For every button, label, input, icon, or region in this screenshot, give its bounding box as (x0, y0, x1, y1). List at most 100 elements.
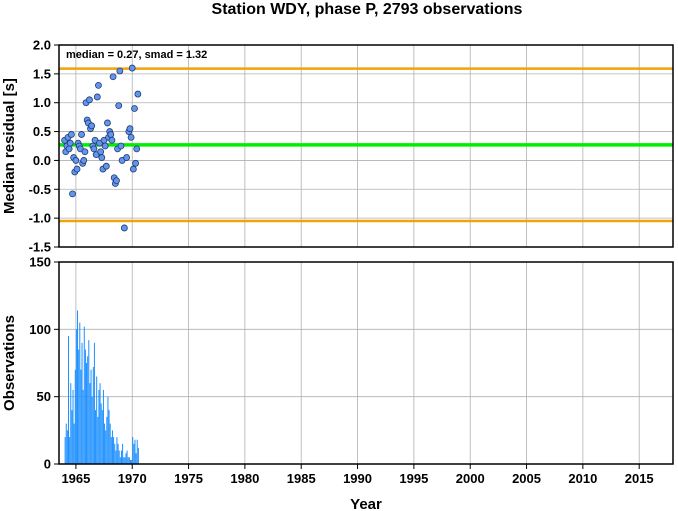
observation-bar (68, 336, 70, 464)
observations-y-tick-label: 0 (44, 457, 51, 472)
residual-reference-lines (59, 67, 673, 223)
residual-y-tick-label: -0.5 (29, 182, 51, 197)
observation-bar (105, 430, 107, 464)
residual-point (98, 154, 106, 161)
observation-bar (116, 437, 118, 464)
year-x-axis-label: Year (350, 496, 382, 511)
residual-y-tick-label: 0.0 (33, 153, 51, 168)
observation-bar (123, 457, 125, 464)
observation-bar (118, 450, 120, 464)
observation-bar (102, 389, 104, 464)
observation-bar (89, 383, 91, 464)
residual-point (66, 139, 74, 147)
year-x-ticks: 1965 1970 1975 1980 1985 1990 1995 2000 2005 2010… (61, 464, 654, 486)
residual-point (132, 159, 140, 167)
observation-bar (98, 389, 100, 464)
residual-y-tick-label: -1.0 (29, 211, 51, 226)
x-tick-label: 2005 (512, 471, 541, 486)
observation-bar (101, 410, 103, 464)
residual-point (127, 133, 135, 141)
x-tick-label: 1990 (343, 471, 372, 486)
observation-bar (135, 453, 137, 464)
residual-point (107, 131, 115, 138)
observation-bar (117, 443, 119, 464)
observations-plot-frame (58, 261, 674, 465)
observation-bar (80, 369, 82, 464)
observation-bar (79, 322, 81, 464)
residual-point (101, 142, 109, 150)
x-tick-label: 2015 (625, 471, 654, 486)
observations-y-tick-label: 150 (29, 255, 51, 270)
residual-point (80, 157, 88, 164)
observation-bar (137, 447, 139, 464)
observations-y-axis-label: Observations (1, 315, 18, 411)
observation-bar (78, 349, 80, 464)
observation-bar (126, 450, 128, 464)
observation-bar (70, 383, 72, 464)
observation-bar (125, 453, 127, 464)
x-tick-label: 1970 (118, 471, 147, 486)
observation-bar (109, 423, 111, 464)
residual-point (129, 165, 137, 173)
residual-y-tick-label: 1.0 (33, 95, 51, 110)
observations-y-ticks: 150 100 50 0 (29, 255, 59, 472)
x-tick-label: 1965 (61, 471, 90, 486)
observation-bar (92, 367, 94, 464)
residual-y-tick-label: 0.5 (33, 124, 51, 139)
observation-bar (71, 410, 73, 464)
residual-point (117, 142, 125, 150)
observation-bar (66, 430, 68, 464)
residual-y-axis-label: Median residual [s] (1, 78, 18, 214)
x-tick-label: 1995 (399, 471, 428, 486)
residual-point (131, 105, 138, 112)
residual-point (97, 148, 105, 156)
observation-bar (91, 396, 93, 464)
observation-bar (87, 356, 89, 464)
observation-bar (113, 437, 115, 464)
observation-bar (99, 383, 101, 464)
observations-bars (64, 310, 139, 464)
observation-bar (107, 396, 109, 464)
x-tick-label: 1980 (230, 471, 259, 486)
observation-bar (81, 342, 83, 464)
x-tick-label: 1985 (287, 471, 316, 486)
x-tick-label: 1975 (174, 471, 203, 486)
observation-bar (93, 342, 95, 464)
observations-panel: 150 100 50 0 1965 1970 1975 1980 1985 1990 1995 20… (1, 255, 674, 511)
residual-point (102, 162, 110, 170)
residual-y-tick-label: 2.0 (33, 38, 51, 53)
residual-panel: median = 0.27, smad = 1.32 2.0 1.5 1.0 0.5 0… (1, 38, 674, 255)
residual-stats-annotation: median = 0.27, smad = 1.32 (66, 49, 207, 61)
observation-bar (120, 450, 122, 464)
residual-y-tick-label: 1.5 (33, 66, 51, 81)
residual-y-tick-label: -1.5 (29, 240, 51, 255)
observation-bar (122, 443, 124, 464)
observation-bar (74, 369, 76, 464)
observation-bar (114, 443, 116, 464)
residual-point (128, 64, 136, 72)
observation-bar (119, 457, 121, 464)
observation-bar (110, 437, 112, 464)
observation-bar (129, 459, 131, 464)
residual-point (93, 93, 101, 101)
residual-point (67, 131, 75, 138)
observation-bar (106, 416, 108, 464)
observation-bar (108, 410, 110, 464)
observation-bar (134, 439, 136, 464)
residual-point (65, 145, 73, 153)
observation-bar (84, 349, 86, 464)
observation-bar (132, 437, 134, 464)
x-tick-label: 2010 (568, 471, 597, 486)
residual-y-ticks: 2.0 1.5 1.0 0.5 0.0 -0.5 -1.0 -1.5 (29, 38, 59, 255)
residual-plot-frame (58, 44, 674, 248)
residual-point (95, 82, 102, 89)
observation-bar (72, 389, 74, 464)
observation-bar (65, 423, 67, 464)
observation-bar (104, 423, 106, 464)
observations-y-tick-label: 50 (37, 389, 51, 404)
observations-y-tick-label: 100 (29, 322, 51, 337)
residual-point (126, 125, 134, 133)
residual-point (134, 90, 142, 98)
observations-gridlines (59, 261, 673, 465)
